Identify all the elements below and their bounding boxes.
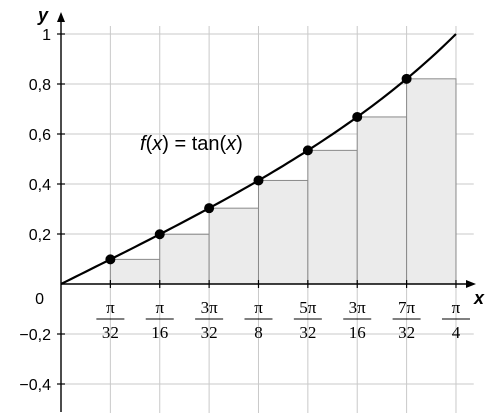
x-axis-arrow <box>466 280 476 288</box>
bar-2 <box>159 233 210 285</box>
x-tick-numerator: 7π <box>398 298 416 317</box>
y-tick-label-1: −0,2 <box>19 327 51 344</box>
y-tick-label-5: 0,8 <box>29 77 51 94</box>
x-tick-label-7: π4 <box>441 298 470 342</box>
x-tick-denominator: 32 <box>299 323 316 342</box>
sample-point-2 <box>154 229 165 240</box>
x-tick-numerator: 5π <box>299 298 317 317</box>
bar-6 <box>356 116 408 285</box>
y-axis-arrow <box>57 12 65 22</box>
x-tick-numerator: π <box>106 298 115 317</box>
y-tick-label-6: 1 <box>42 27 51 44</box>
x-tick-numerator: 3π <box>349 298 367 317</box>
x-tick-numerator: π <box>452 298 461 317</box>
axes <box>57 12 476 412</box>
x-tick-numerator: π <box>254 298 263 317</box>
x-tick-label-3: π8 <box>244 298 273 342</box>
tick-labels: −0,4−0,20,20,40,60,81π32π163π32π85π323π1… <box>19 27 470 394</box>
sample-point-1 <box>105 254 116 265</box>
sample-point-4 <box>253 175 264 186</box>
bar-1 <box>109 258 161 285</box>
y-tick-label-2: 0,2 <box>29 227 51 244</box>
function-annotation: f(x) = tan(x) <box>140 133 243 155</box>
points <box>105 73 412 265</box>
x-tick-denominator: 16 <box>349 323 366 342</box>
x-tick-numerator: π <box>155 298 164 317</box>
y-tick-label-0: −0,4 <box>19 377 51 394</box>
bar-7 <box>406 78 457 285</box>
x-tick-numerator: 3π <box>201 298 219 317</box>
sample-point-7 <box>401 73 412 84</box>
y-tick-label-4: 0,6 <box>29 127 51 144</box>
x-tick-denominator: 8 <box>254 323 263 342</box>
x-tick-denominator: 32 <box>102 323 119 342</box>
x-tick-denominator: 16 <box>151 323 168 342</box>
x-tick-label-1: π 16 <box>145 298 174 342</box>
sample-point-5 <box>302 145 313 156</box>
x-axis-label: x <box>473 288 485 308</box>
bar-4 <box>257 179 309 285</box>
x-tick-label-0: π 32 <box>96 298 125 342</box>
x-tick-denominator: 4 <box>452 323 461 342</box>
sample-point-3 <box>204 203 215 214</box>
bar-5 <box>307 149 358 285</box>
bar-3 <box>208 207 259 285</box>
origin-label: 0 <box>35 291 44 308</box>
bars <box>109 78 457 285</box>
x-tick-denominator: 32 <box>201 323 218 342</box>
y-tick-label-3: 0,4 <box>29 177 51 194</box>
sample-point-6 <box>352 111 363 122</box>
y-axis-label: y <box>37 5 49 25</box>
x-tick-denominator: 32 <box>398 323 415 342</box>
